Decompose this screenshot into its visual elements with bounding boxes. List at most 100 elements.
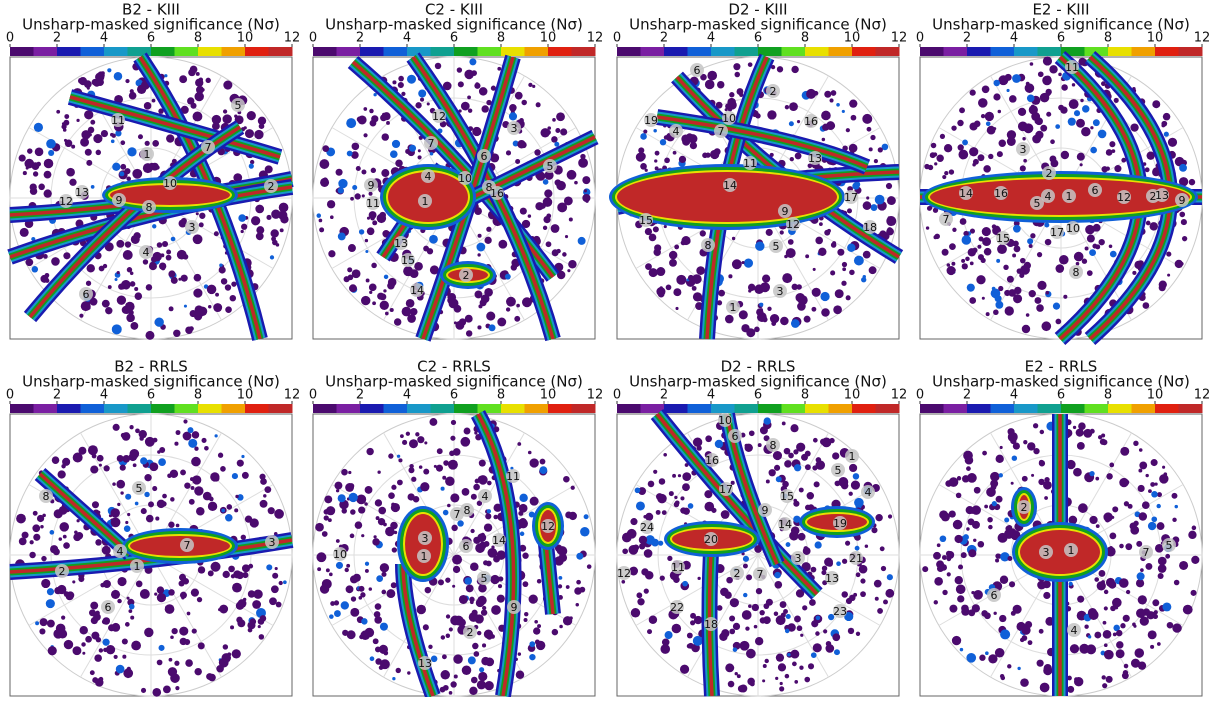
noise (162, 493, 167, 499)
noise (130, 322, 139, 330)
noise (830, 242, 837, 248)
noise (386, 121, 390, 125)
noise (1159, 474, 1169, 484)
noise (170, 236, 176, 242)
noise (1059, 254, 1069, 265)
noise (854, 497, 864, 508)
noise (52, 547, 56, 551)
colorbar-segment (268, 47, 293, 56)
noise (124, 622, 130, 627)
noise (89, 670, 95, 676)
noise (418, 465, 423, 469)
noise (322, 145, 330, 153)
noise (183, 419, 188, 424)
label-marker (778, 517, 792, 531)
noise (787, 239, 794, 245)
noise (841, 591, 848, 598)
noise (194, 667, 202, 676)
noise (165, 254, 172, 261)
noise (850, 114, 857, 121)
label-marker (723, 178, 737, 192)
noise (249, 518, 259, 528)
noise (707, 70, 718, 81)
label-marker (180, 538, 194, 552)
noise (452, 584, 456, 588)
noise (1101, 81, 1106, 87)
noise (182, 578, 190, 585)
noise (796, 284, 802, 290)
stream-label: 6 (694, 64, 701, 77)
noise (550, 224, 560, 233)
noise (874, 194, 885, 205)
stream-label: 3 (189, 221, 196, 234)
noise (201, 88, 205, 92)
noise (1076, 118, 1085, 128)
colorbar-segment (221, 404, 246, 413)
noise (997, 532, 1008, 543)
noise (775, 476, 782, 483)
noise (415, 102, 422, 109)
noise (978, 591, 982, 595)
colorbar-segment (80, 47, 105, 56)
noise (144, 627, 154, 638)
noise (316, 552, 327, 563)
colorbar-tick-label: 8 (194, 31, 202, 46)
noise (634, 487, 641, 494)
noise (653, 129, 657, 133)
noise (711, 507, 717, 513)
noise (747, 677, 755, 686)
noise (967, 473, 977, 483)
noise (523, 618, 528, 623)
noise (1008, 289, 1017, 297)
noise (868, 147, 873, 152)
noise (990, 471, 1000, 482)
stream-label: 9 (368, 179, 375, 192)
noise (435, 464, 444, 472)
noise (323, 509, 329, 515)
label-marker (1069, 265, 1083, 279)
noise (22, 171, 27, 176)
label-marker (112, 193, 126, 207)
noise (922, 566, 929, 573)
noise (779, 686, 785, 692)
noise (801, 562, 811, 572)
colorbar-tick-label: 4 (100, 31, 108, 46)
noise (121, 638, 128, 645)
colorbar-segment (57, 47, 81, 56)
noise (681, 134, 691, 144)
colorbar-segment (943, 404, 968, 413)
noise (966, 283, 975, 292)
noise (399, 434, 404, 439)
stream-label: 9 (1179, 194, 1186, 207)
noise (795, 589, 805, 598)
noise (182, 431, 192, 441)
colorbar-tick-label: 0 (6, 31, 14, 46)
noise (481, 643, 487, 648)
noise (170, 497, 175, 502)
colorbar-segment (943, 47, 968, 56)
noise (346, 630, 356, 640)
stream-label: 7 (184, 539, 191, 552)
noise (746, 328, 756, 338)
noise (861, 277, 867, 283)
noise (1101, 580, 1105, 584)
noise (230, 625, 235, 630)
label-marker (417, 549, 431, 563)
noise (222, 644, 229, 650)
noise (154, 317, 164, 327)
noise (1150, 482, 1156, 487)
noise (345, 585, 354, 594)
noise (982, 237, 992, 246)
noise (363, 133, 368, 138)
noise (24, 158, 35, 169)
noise (668, 491, 674, 497)
noise (125, 78, 130, 84)
noise (518, 503, 528, 513)
noise (1118, 578, 1129, 588)
noise (405, 298, 415, 308)
noise (716, 80, 725, 89)
noise (112, 162, 121, 171)
noise (397, 81, 404, 89)
colorbar-segment (781, 404, 806, 413)
